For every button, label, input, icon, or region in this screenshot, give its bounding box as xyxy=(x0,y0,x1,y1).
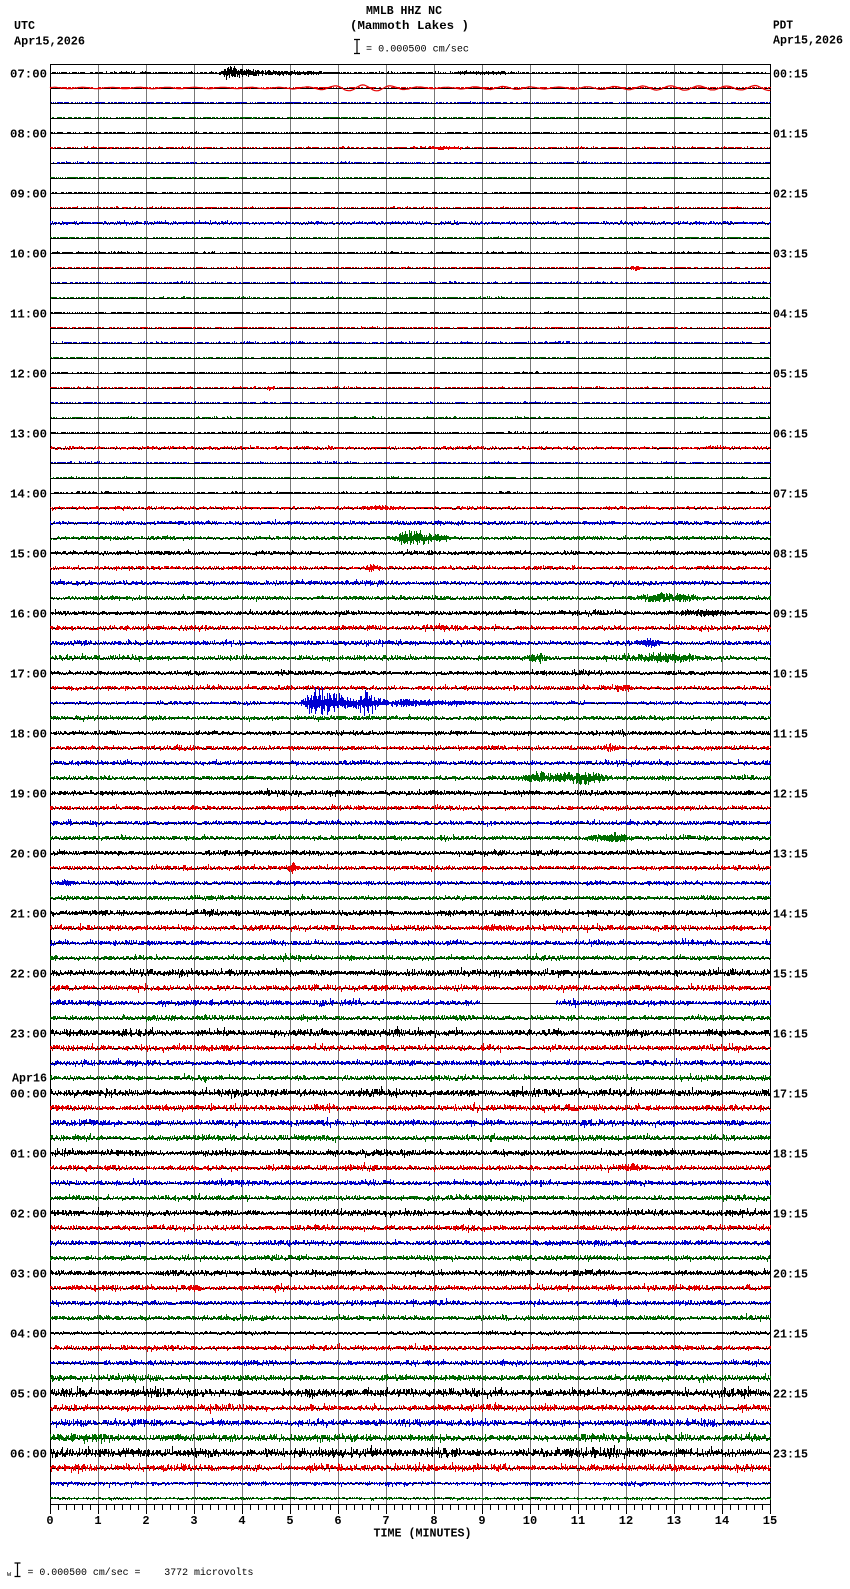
svg-text:05:00: 05:00 xyxy=(10,1387,47,1401)
svg-text:00:15: 00:15 xyxy=(773,67,808,81)
svg-text:11:00: 11:00 xyxy=(10,307,47,321)
svg-text:20:00: 20:00 xyxy=(10,847,47,861)
svg-text:19:00: 19:00 xyxy=(10,787,47,801)
svg-text:7: 7 xyxy=(382,1514,389,1528)
svg-text:03:15: 03:15 xyxy=(773,247,808,261)
svg-text:21:00: 21:00 xyxy=(10,907,47,921)
svg-text:(Mammoth Lakes ): (Mammoth Lakes ) xyxy=(350,19,469,33)
svg-text:10: 10 xyxy=(523,1514,537,1528)
svg-text:TIME (MINUTES): TIME (MINUTES) xyxy=(374,1527,472,1541)
svg-text:w: w xyxy=(7,1571,12,1579)
svg-text:MMLB HHZ NC: MMLB HHZ NC xyxy=(366,4,442,18)
svg-text:08:15: 08:15 xyxy=(773,547,808,561)
svg-text:06:00: 06:00 xyxy=(10,1447,47,1461)
svg-text:01:15: 01:15 xyxy=(773,127,808,141)
svg-text:05:15: 05:15 xyxy=(773,367,808,381)
svg-text:Apr16: Apr16 xyxy=(12,1071,47,1085)
svg-text:15:00: 15:00 xyxy=(10,547,47,561)
svg-text:15:15: 15:15 xyxy=(773,967,808,981)
svg-text:11: 11 xyxy=(571,1514,585,1528)
svg-text:07:00: 07:00 xyxy=(10,67,47,81)
svg-text:22:00: 22:00 xyxy=(10,967,47,981)
svg-text:14:00: 14:00 xyxy=(10,487,47,501)
svg-text:06:15: 06:15 xyxy=(773,427,808,441)
svg-text:0: 0 xyxy=(46,1514,53,1528)
svg-text:5: 5 xyxy=(286,1514,293,1528)
svg-text:03:00: 03:00 xyxy=(10,1267,47,1281)
svg-text:00:00: 00:00 xyxy=(10,1087,47,1101)
svg-text:12: 12 xyxy=(619,1514,633,1528)
svg-text:9: 9 xyxy=(478,1514,485,1528)
svg-text:= 0.000500 cm/sec = 3772 mi: = 0.000500 cm/sec = 3772 microvolts xyxy=(28,1567,254,1579)
svg-text:8: 8 xyxy=(430,1514,437,1528)
svg-text:14: 14 xyxy=(715,1514,729,1528)
svg-text:17:00: 17:00 xyxy=(10,667,47,681)
svg-text:09:00: 09:00 xyxy=(10,187,47,201)
svg-text:19:15: 19:15 xyxy=(773,1207,808,1221)
svg-text:18:00: 18:00 xyxy=(10,727,47,741)
svg-text:11:15: 11:15 xyxy=(773,727,808,741)
svg-text:1: 1 xyxy=(94,1514,101,1528)
svg-text:17:15: 17:15 xyxy=(773,1087,808,1101)
svg-text:12:00: 12:00 xyxy=(10,367,47,381)
svg-text:12:15: 12:15 xyxy=(773,787,808,801)
svg-text:16:00: 16:00 xyxy=(10,607,47,621)
svg-text:10:00: 10:00 xyxy=(10,247,47,261)
svg-text:13:15: 13:15 xyxy=(773,847,808,861)
svg-text:15: 15 xyxy=(763,1514,777,1528)
svg-text:10:15: 10:15 xyxy=(773,667,808,681)
svg-text:2: 2 xyxy=(142,1514,149,1528)
svg-text:UTC: UTC xyxy=(14,19,35,33)
svg-text:04:15: 04:15 xyxy=(773,307,808,321)
svg-text:4: 4 xyxy=(238,1514,245,1528)
svg-text:13: 13 xyxy=(667,1514,681,1528)
svg-text:07:15: 07:15 xyxy=(773,487,808,501)
svg-text:20:15: 20:15 xyxy=(773,1267,808,1281)
svg-text:21:15: 21:15 xyxy=(773,1327,808,1341)
svg-text:PDT: PDT xyxy=(773,19,793,33)
svg-text:13:00: 13:00 xyxy=(10,427,47,441)
svg-text:02:15: 02:15 xyxy=(773,187,808,201)
svg-text:09:15: 09:15 xyxy=(773,607,808,621)
svg-text:6: 6 xyxy=(334,1514,341,1528)
svg-text:01:00: 01:00 xyxy=(10,1147,47,1161)
svg-text:18:15: 18:15 xyxy=(773,1147,808,1161)
svg-text:Apr15,2026: Apr15,2026 xyxy=(14,35,85,49)
svg-text:08:00: 08:00 xyxy=(10,127,47,141)
svg-text:3: 3 xyxy=(190,1514,197,1528)
svg-text:02:00: 02:00 xyxy=(10,1207,47,1221)
svg-text:16:15: 16:15 xyxy=(773,1027,808,1041)
svg-text:23:00: 23:00 xyxy=(10,1027,47,1041)
svg-text:= 0.000500 cm/sec: = 0.000500 cm/sec xyxy=(366,44,469,56)
svg-text:23:15: 23:15 xyxy=(773,1447,808,1461)
svg-text:22:15: 22:15 xyxy=(773,1387,808,1401)
svg-text:Apr15,2026: Apr15,2026 xyxy=(773,34,843,48)
svg-text:04:00: 04:00 xyxy=(10,1327,47,1341)
svg-text:14:15: 14:15 xyxy=(773,907,808,921)
